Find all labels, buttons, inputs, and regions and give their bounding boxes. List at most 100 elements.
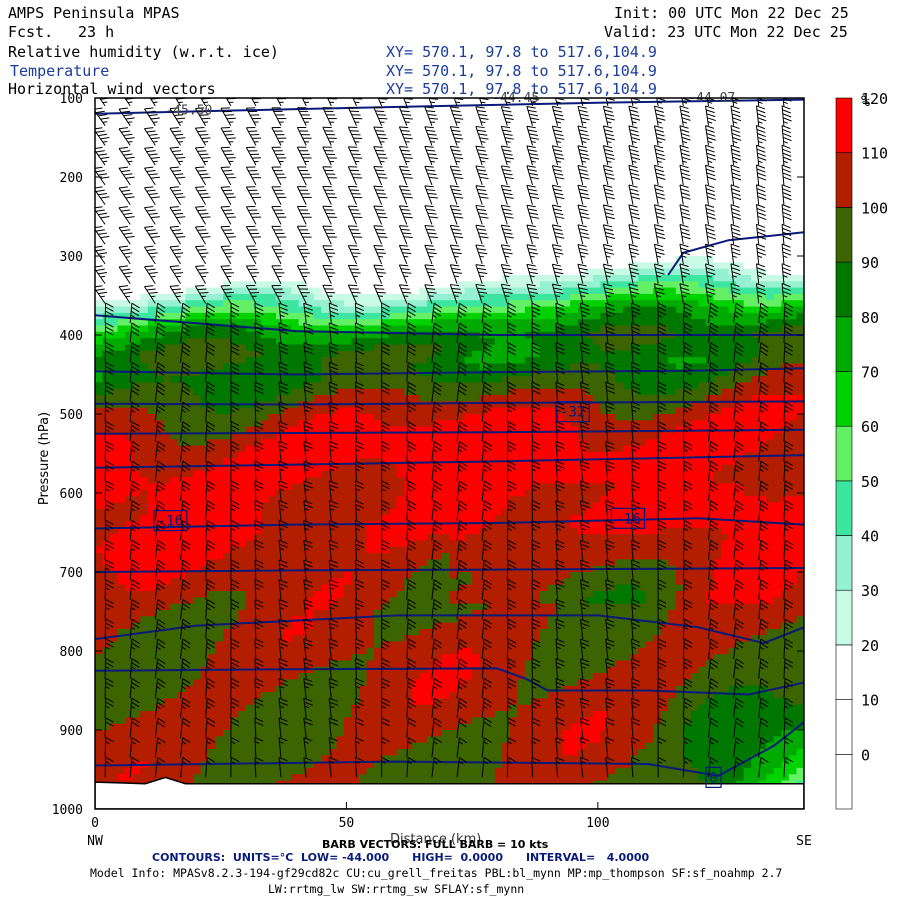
rh-cell	[374, 717, 383, 725]
rh-cell	[396, 755, 405, 763]
rh-cell	[260, 312, 269, 320]
rh-cell	[185, 685, 194, 693]
rh-cell	[132, 496, 141, 504]
rh-cell	[306, 591, 315, 598]
rh-cell	[336, 123, 345, 131]
rh-cell	[230, 167, 239, 175]
rh-cell	[396, 117, 405, 124]
rh-cell	[328, 761, 337, 769]
rh-cell	[230, 622, 239, 630]
rh-cell	[170, 148, 179, 156]
rh-cell	[411, 224, 420, 232]
rh-cell	[193, 123, 202, 131]
rh-cell	[147, 470, 156, 478]
rh-cell	[155, 527, 164, 535]
rh-cell	[321, 654, 330, 662]
rh-cell	[404, 445, 413, 453]
rh-cell	[178, 148, 187, 156]
rh-cell	[366, 357, 375, 364]
rh-cell	[336, 464, 345, 472]
rh-cell	[245, 376, 254, 383]
rh-cell	[155, 470, 164, 478]
rh-cell	[366, 692, 375, 699]
rh-cell	[366, 173, 375, 181]
rh-cell	[351, 553, 360, 560]
rh-cell	[321, 275, 330, 282]
rh-cell	[147, 774, 156, 782]
rh-cell	[313, 407, 322, 415]
rh-cell	[140, 755, 149, 763]
rh-cell	[276, 338, 285, 346]
rh-cell	[283, 117, 292, 124]
rh-cell	[419, 445, 428, 453]
rh-cell	[336, 256, 345, 263]
rh-cell	[306, 281, 315, 289]
rh-cell	[178, 414, 187, 421]
rh-cell	[328, 635, 337, 643]
rh-cell	[343, 647, 352, 655]
rh-cell	[147, 218, 156, 225]
rh-cell	[117, 578, 126, 586]
rh-cell	[419, 477, 428, 485]
rh-cell	[260, 698, 269, 706]
rh-cell	[208, 180, 217, 188]
rh-cell	[140, 161, 149, 169]
rh-cell	[170, 553, 179, 560]
rh-cell	[411, 382, 420, 390]
rh-cell	[276, 110, 285, 118]
rh-cell	[359, 755, 368, 763]
rh-cell	[313, 382, 322, 390]
rh-cell	[389, 521, 398, 529]
rh-cell	[102, 376, 111, 383]
rh-cell	[102, 451, 111, 459]
rh-cell	[298, 256, 307, 263]
rh-cell	[162, 635, 171, 643]
rh-cell	[283, 483, 292, 491]
rh-cell	[411, 350, 420, 358]
rh-cell	[366, 268, 375, 276]
model-title: AMPS Peninsula MPAS	[8, 4, 180, 22]
rh-cell	[411, 470, 420, 478]
rh-cell	[298, 749, 307, 756]
rh-cell	[359, 679, 368, 687]
rh-cell	[140, 641, 149, 649]
rh-cell	[215, 527, 224, 535]
rh-cell	[389, 761, 398, 769]
rh-cell	[419, 104, 428, 112]
rh-cell	[193, 344, 202, 352]
rh-cell	[102, 704, 111, 712]
rh-cell	[215, 262, 224, 270]
rh-cell	[147, 723, 156, 731]
rh-cell	[276, 281, 285, 289]
rh-cell	[178, 439, 187, 447]
rh-cell	[117, 262, 126, 270]
rh-cell	[230, 376, 239, 383]
rh-cell	[102, 262, 111, 270]
rh-cell	[223, 622, 232, 630]
rh-cell	[359, 312, 368, 320]
rh-cell	[170, 458, 179, 466]
rh-cell	[185, 357, 194, 364]
rh-cell	[389, 578, 398, 586]
rh-cell	[366, 395, 375, 402]
rh-cell	[178, 123, 187, 131]
rh-cell	[170, 584, 179, 592]
rh-cell	[313, 508, 322, 516]
rh-cell	[110, 338, 119, 346]
rh-cell	[404, 224, 413, 232]
rh-cell	[117, 730, 126, 737]
rh-cell	[291, 692, 300, 699]
rh-cell	[260, 300, 269, 308]
rh-cell	[253, 382, 262, 390]
rh-cell	[208, 357, 217, 364]
rh-cell	[102, 388, 111, 396]
rh-cell	[147, 369, 156, 377]
rh-cell	[102, 445, 111, 453]
rh-cell	[313, 281, 322, 289]
rh-cell	[132, 224, 141, 232]
rh-cell	[117, 679, 126, 687]
rh-cell	[419, 154, 428, 162]
rh-cell	[328, 237, 337, 244]
rh-cell	[245, 173, 254, 181]
rh-cell	[102, 167, 111, 175]
